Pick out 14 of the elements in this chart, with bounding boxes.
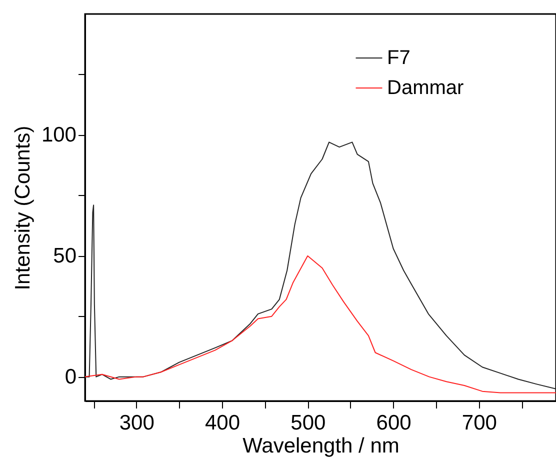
x-tick-label: 600 xyxy=(376,412,412,434)
x-tick-label: 700 xyxy=(462,412,497,434)
line-series xyxy=(85,255,556,394)
legend-label: Dammar xyxy=(387,77,464,99)
legend-label: F7 xyxy=(387,47,410,69)
line-series xyxy=(85,142,556,390)
y-tick-label: 50 xyxy=(53,244,76,268)
y-tick-label: 100 xyxy=(41,123,76,146)
x-tick-label: 400 xyxy=(204,412,240,434)
x-tick-label: 500 xyxy=(290,412,326,434)
x-tick-label: 300 xyxy=(119,412,154,434)
x-axis-title: Wavelength / nm xyxy=(242,434,400,458)
y-axis-title: Intensity (Counts) xyxy=(11,126,34,290)
y-tick-label: 0 xyxy=(64,365,76,388)
